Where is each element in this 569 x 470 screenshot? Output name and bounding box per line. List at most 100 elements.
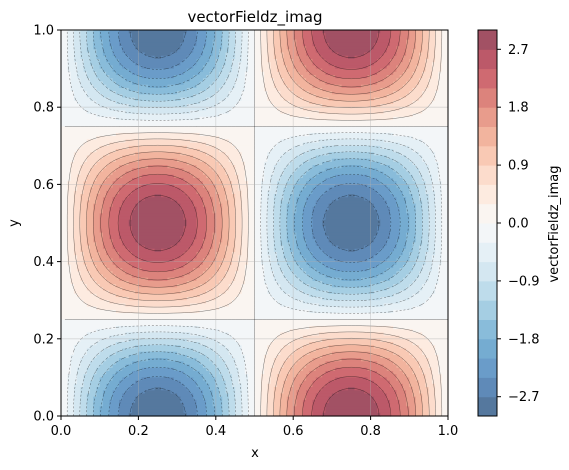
contour-cell bbox=[409, 338, 430, 343]
contour-cell bbox=[206, 42, 214, 47]
contour-cell bbox=[286, 33, 294, 38]
contour-cell bbox=[206, 403, 214, 407]
contour-cell bbox=[315, 203, 330, 208]
contour-cell bbox=[67, 49, 75, 54]
contour-cell bbox=[219, 242, 230, 247]
contour-cell bbox=[90, 387, 98, 391]
contour-cell bbox=[106, 383, 120, 388]
contour-cell bbox=[183, 226, 198, 231]
contour-cell bbox=[212, 168, 227, 173]
contour-cell bbox=[99, 226, 110, 231]
contour-cell bbox=[112, 245, 127, 250]
contour-cell bbox=[299, 165, 314, 169]
contour-cell bbox=[228, 403, 236, 407]
contour-cell bbox=[309, 81, 327, 86]
contour-cell bbox=[438, 168, 449, 173]
contour-cell bbox=[267, 42, 275, 47]
contour-cell bbox=[73, 351, 88, 356]
contour-cell bbox=[241, 49, 249, 54]
contour-cell bbox=[206, 97, 227, 102]
contour-cell bbox=[280, 242, 291, 247]
contour-cell bbox=[299, 358, 314, 362]
contour-cell bbox=[109, 36, 120, 41]
colorbar-segment bbox=[478, 319, 497, 340]
contour-cell bbox=[306, 364, 320, 369]
contour-cell bbox=[431, 342, 449, 346]
contour-cell bbox=[254, 329, 291, 333]
contour-cell bbox=[225, 251, 233, 256]
contour-cell bbox=[202, 396, 214, 401]
contour-cell bbox=[235, 216, 243, 221]
contour-cell bbox=[260, 213, 268, 218]
contour-cell bbox=[228, 206, 236, 211]
contour-cell bbox=[306, 377, 317, 382]
contour-cell bbox=[402, 370, 414, 375]
contour-cell bbox=[377, 229, 391, 234]
contour-cell bbox=[254, 161, 265, 166]
contour-cell bbox=[264, 264, 272, 269]
contour-cell bbox=[128, 55, 156, 60]
contour-cell bbox=[67, 396, 75, 401]
contour-cell bbox=[222, 33, 230, 38]
contour-cell bbox=[241, 383, 249, 388]
contour-cell bbox=[289, 342, 310, 346]
contour-cell bbox=[202, 200, 214, 205]
contour-cell bbox=[354, 55, 381, 60]
contour-cell bbox=[396, 68, 407, 73]
contour-cell bbox=[180, 152, 207, 157]
contour-cell bbox=[254, 370, 265, 375]
contour-cell bbox=[373, 235, 391, 240]
contour-cell bbox=[199, 168, 214, 173]
contour-cell bbox=[428, 206, 436, 211]
contour-cell bbox=[315, 155, 388, 160]
contour-cell bbox=[73, 46, 81, 50]
contour-cell bbox=[106, 55, 117, 60]
contour-cell bbox=[73, 383, 85, 388]
contour-cell bbox=[154, 387, 162, 391]
contour-cell bbox=[86, 155, 104, 160]
contour-cell bbox=[254, 383, 262, 388]
contour-cell bbox=[241, 197, 249, 202]
contour-cell bbox=[241, 412, 249, 417]
contour-cell bbox=[283, 274, 298, 279]
contour-cell bbox=[302, 161, 323, 166]
contour-cell bbox=[289, 367, 304, 372]
contour-cell bbox=[109, 403, 120, 407]
contour-cell bbox=[206, 300, 233, 305]
contour-cell bbox=[399, 87, 414, 92]
contour-cell bbox=[441, 58, 449, 63]
contour-cell bbox=[86, 226, 94, 231]
contour-cell bbox=[109, 412, 120, 417]
contour-cell bbox=[235, 390, 243, 395]
contour-cell bbox=[399, 367, 414, 372]
contour-cell bbox=[325, 177, 378, 182]
contour-cell bbox=[302, 290, 330, 295]
contour-cell bbox=[399, 229, 410, 234]
contour-cell bbox=[306, 181, 323, 185]
contour-cell bbox=[306, 393, 317, 398]
contour-cell bbox=[228, 174, 239, 179]
contour-cell bbox=[61, 374, 69, 378]
contour-cell bbox=[248, 248, 256, 253]
contour-cell bbox=[435, 36, 443, 41]
contour-cell bbox=[283, 187, 294, 192]
contour-cell bbox=[377, 232, 391, 237]
contour-cell bbox=[399, 30, 410, 34]
contour-cell bbox=[409, 216, 417, 221]
contour-cell bbox=[377, 71, 394, 76]
contour-cell bbox=[293, 229, 304, 234]
contour-cell bbox=[438, 87, 449, 92]
contour-cell bbox=[254, 213, 262, 218]
contour-cell bbox=[241, 91, 256, 95]
contour-cell bbox=[406, 94, 423, 99]
contour-cell bbox=[296, 52, 307, 57]
contour-cell bbox=[254, 171, 265, 176]
contour-cell bbox=[73, 194, 81, 198]
contour-cell bbox=[260, 187, 272, 192]
contour-cell bbox=[370, 393, 388, 398]
contour-cell bbox=[328, 255, 375, 259]
contour-cell bbox=[386, 75, 401, 79]
contour-cell bbox=[212, 42, 223, 47]
contour-cell bbox=[415, 223, 423, 227]
contour-cell bbox=[415, 235, 423, 240]
